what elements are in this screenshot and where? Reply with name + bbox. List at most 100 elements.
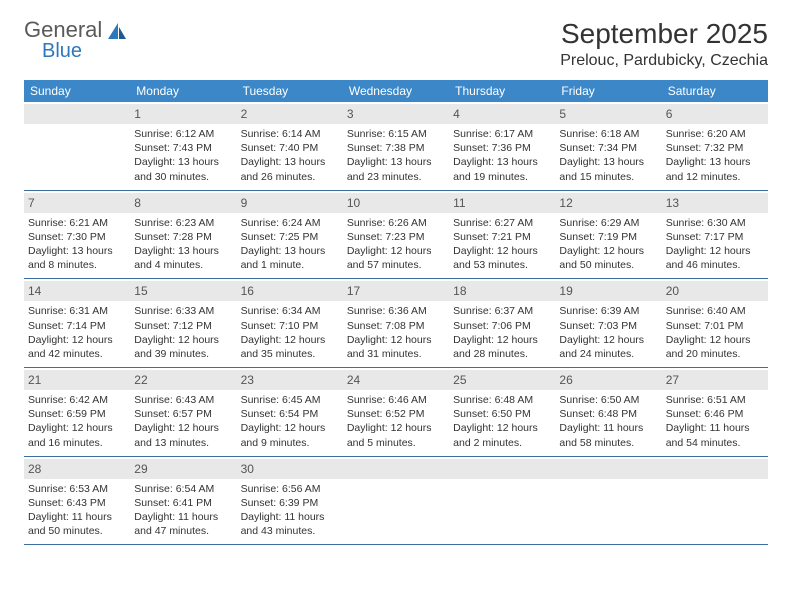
daylight-text: Daylight: 11 hours and 43 minutes. xyxy=(241,510,339,538)
day-cell: 15Sunrise: 6:33 AMSunset: 7:12 PMDayligh… xyxy=(130,279,236,367)
sunrise-text: Sunrise: 6:24 AM xyxy=(241,216,339,230)
day-number: 6 xyxy=(666,107,673,121)
calendar-page: General Blue September 2025 Prelouc, Par… xyxy=(0,0,792,545)
logo-line2: Blue xyxy=(42,41,102,62)
daylight-text: Daylight: 12 hours and 5 minutes. xyxy=(347,421,445,449)
day-cell: 22Sunrise: 6:43 AMSunset: 6:57 PMDayligh… xyxy=(130,368,236,456)
sunset-text: Sunset: 7:36 PM xyxy=(453,141,551,155)
weekday-header: Sunday Monday Tuesday Wednesday Thursday… xyxy=(24,80,768,102)
day-cell: 26Sunrise: 6:50 AMSunset: 6:48 PMDayligh… xyxy=(555,368,661,456)
sunrise-text: Sunrise: 6:23 AM xyxy=(134,216,232,230)
day-cell: 4Sunrise: 6:17 AMSunset: 7:36 PMDaylight… xyxy=(449,102,555,190)
daylight-text: Daylight: 13 hours and 19 minutes. xyxy=(453,155,551,183)
sunset-text: Sunset: 7:08 PM xyxy=(347,319,445,333)
weekday-fri: Friday xyxy=(555,80,661,102)
daylight-text: Daylight: 12 hours and 35 minutes. xyxy=(241,333,339,361)
day-info: Sunrise: 6:21 AMSunset: 7:30 PMDaylight:… xyxy=(28,216,126,273)
sunset-text: Sunset: 6:50 PM xyxy=(453,407,551,421)
daylight-text: Daylight: 11 hours and 58 minutes. xyxy=(559,421,657,449)
calendar: Sunday Monday Tuesday Wednesday Thursday… xyxy=(24,80,768,545)
daynum-row: 22 xyxy=(130,370,236,390)
daynum-row: 15 xyxy=(130,281,236,301)
day-number: 4 xyxy=(453,107,460,121)
daylight-text: Daylight: 12 hours and 57 minutes. xyxy=(347,244,445,272)
day-number: 16 xyxy=(241,284,254,298)
day-cell: 9Sunrise: 6:24 AMSunset: 7:25 PMDaylight… xyxy=(237,191,343,279)
sunset-text: Sunset: 7:06 PM xyxy=(453,319,551,333)
sunset-text: Sunset: 7:38 PM xyxy=(347,141,445,155)
daynum-row: 3 xyxy=(343,104,449,124)
location: Prelouc, Pardubicky, Czechia xyxy=(560,52,768,70)
daylight-text: Daylight: 13 hours and 12 minutes. xyxy=(666,155,764,183)
sunset-text: Sunset: 7:43 PM xyxy=(134,141,232,155)
sunrise-text: Sunrise: 6:43 AM xyxy=(134,393,232,407)
day-cell: 21Sunrise: 6:42 AMSunset: 6:59 PMDayligh… xyxy=(24,368,130,456)
daynum-row: 8 xyxy=(130,193,236,213)
daynum-row: 25 xyxy=(449,370,555,390)
sunset-text: Sunset: 6:46 PM xyxy=(666,407,764,421)
sunrise-text: Sunrise: 6:18 AM xyxy=(559,127,657,141)
weekday-sat: Saturday xyxy=(662,80,768,102)
day-info: Sunrise: 6:53 AMSunset: 6:43 PMDaylight:… xyxy=(28,482,126,539)
sunset-text: Sunset: 7:34 PM xyxy=(559,141,657,155)
day-number: 27 xyxy=(666,373,679,387)
day-cell: 2Sunrise: 6:14 AMSunset: 7:40 PMDaylight… xyxy=(237,102,343,190)
sail-icon xyxy=(106,21,128,46)
daylight-text: Daylight: 12 hours and 39 minutes. xyxy=(134,333,232,361)
logo-text: General Blue xyxy=(24,18,102,62)
daylight-text: Daylight: 12 hours and 42 minutes. xyxy=(28,333,126,361)
day-cell: 25Sunrise: 6:48 AMSunset: 6:50 PMDayligh… xyxy=(449,368,555,456)
weekday-mon: Monday xyxy=(130,80,236,102)
day-number: 21 xyxy=(28,373,41,387)
sunset-text: Sunset: 6:48 PM xyxy=(559,407,657,421)
logo: General Blue xyxy=(24,18,128,62)
day-info: Sunrise: 6:29 AMSunset: 7:19 PMDaylight:… xyxy=(559,216,657,273)
sunrise-text: Sunrise: 6:36 AM xyxy=(347,304,445,318)
sunrise-text: Sunrise: 6:15 AM xyxy=(347,127,445,141)
sunrise-text: Sunrise: 6:31 AM xyxy=(28,304,126,318)
sunset-text: Sunset: 7:19 PM xyxy=(559,230,657,244)
day-cell: 12Sunrise: 6:29 AMSunset: 7:19 PMDayligh… xyxy=(555,191,661,279)
day-cell: 11Sunrise: 6:27 AMSunset: 7:21 PMDayligh… xyxy=(449,191,555,279)
sunset-text: Sunset: 7:12 PM xyxy=(134,319,232,333)
day-cell: 30Sunrise: 6:56 AMSunset: 6:39 PMDayligh… xyxy=(237,457,343,545)
daynum-row: 1 xyxy=(130,104,236,124)
day-cell: 7Sunrise: 6:21 AMSunset: 7:30 PMDaylight… xyxy=(24,191,130,279)
day-info: Sunrise: 6:39 AMSunset: 7:03 PMDaylight:… xyxy=(559,304,657,361)
daynum-row: 2 xyxy=(237,104,343,124)
sunset-text: Sunset: 7:10 PM xyxy=(241,319,339,333)
daylight-text: Daylight: 13 hours and 26 minutes. xyxy=(241,155,339,183)
day-cell: 1Sunrise: 6:12 AMSunset: 7:43 PMDaylight… xyxy=(130,102,236,190)
day-cell: 20Sunrise: 6:40 AMSunset: 7:01 PMDayligh… xyxy=(662,279,768,367)
sunrise-text: Sunrise: 6:51 AM xyxy=(666,393,764,407)
day-number: 20 xyxy=(666,284,679,298)
day-info: Sunrise: 6:34 AMSunset: 7:10 PMDaylight:… xyxy=(241,304,339,361)
weekday-sun: Sunday xyxy=(24,80,130,102)
day-number: 29 xyxy=(134,462,147,476)
daylight-text: Daylight: 12 hours and 28 minutes. xyxy=(453,333,551,361)
daynum-row: 28 xyxy=(24,459,130,479)
day-cell: . xyxy=(343,457,449,545)
day-cell: . xyxy=(555,457,661,545)
daynum-row: 16 xyxy=(237,281,343,301)
daynum-row: 5 xyxy=(555,104,661,124)
daynum-row: . xyxy=(343,459,449,479)
day-cell: . xyxy=(449,457,555,545)
sunset-text: Sunset: 6:39 PM xyxy=(241,496,339,510)
daylight-text: Daylight: 12 hours and 2 minutes. xyxy=(453,421,551,449)
daylight-text: Daylight: 13 hours and 4 minutes. xyxy=(134,244,232,272)
daynum-row: 30 xyxy=(237,459,343,479)
sunrise-text: Sunrise: 6:46 AM xyxy=(347,393,445,407)
sunrise-text: Sunrise: 6:26 AM xyxy=(347,216,445,230)
daynum-row: 11 xyxy=(449,193,555,213)
day-number: 22 xyxy=(134,373,147,387)
sunset-text: Sunset: 6:54 PM xyxy=(241,407,339,421)
day-cell: 27Sunrise: 6:51 AMSunset: 6:46 PMDayligh… xyxy=(662,368,768,456)
sunrise-text: Sunrise: 6:27 AM xyxy=(453,216,551,230)
daylight-text: Daylight: 12 hours and 20 minutes. xyxy=(666,333,764,361)
daynum-row: 18 xyxy=(449,281,555,301)
day-cell: 13Sunrise: 6:30 AMSunset: 7:17 PMDayligh… xyxy=(662,191,768,279)
daylight-text: Daylight: 12 hours and 53 minutes. xyxy=(453,244,551,272)
sunrise-text: Sunrise: 6:21 AM xyxy=(28,216,126,230)
title-block: September 2025 Prelouc, Pardubicky, Czec… xyxy=(560,18,768,70)
